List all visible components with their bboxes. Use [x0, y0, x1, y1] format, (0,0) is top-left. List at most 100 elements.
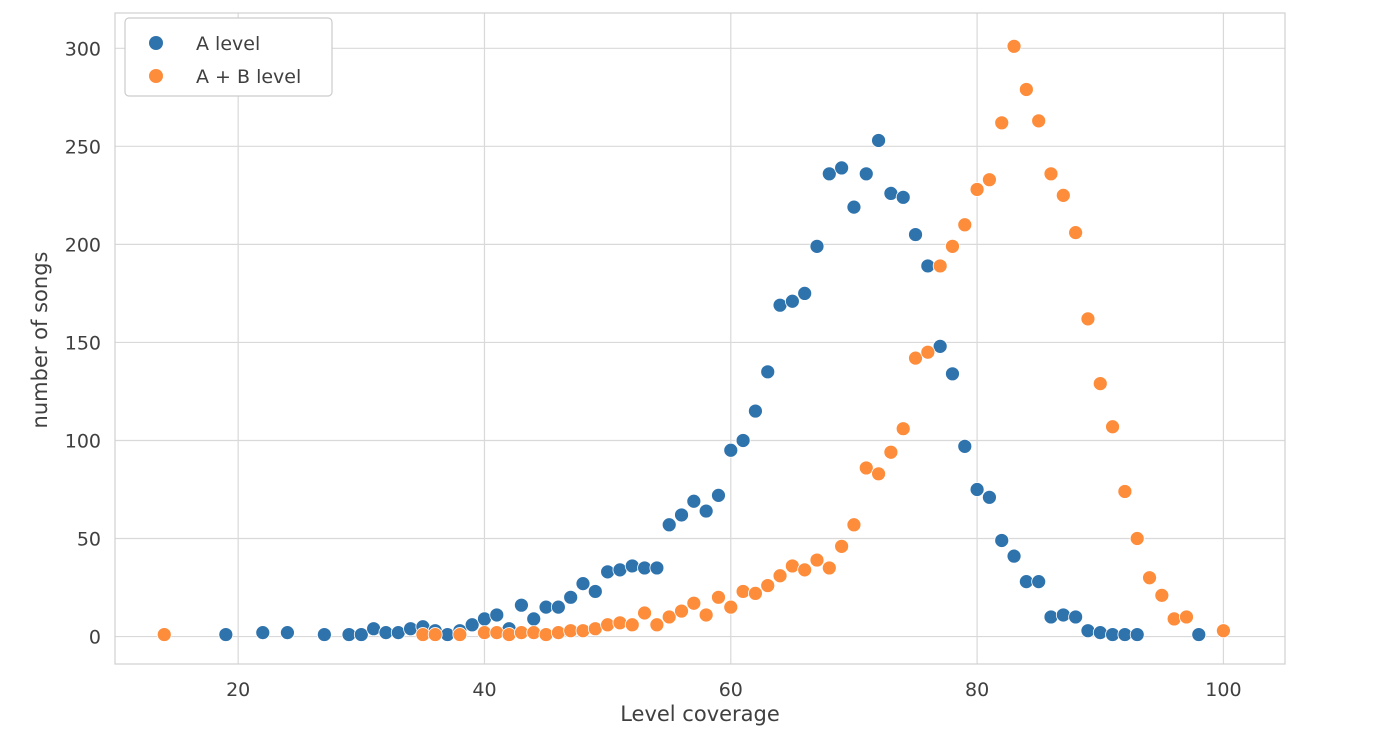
series-a-level	[218, 133, 1207, 642]
data-point	[674, 507, 689, 523]
data-point	[575, 576, 591, 592]
data-point	[821, 166, 837, 182]
data-point	[316, 627, 332, 642]
data-point	[255, 625, 271, 641]
data-point	[772, 297, 788, 313]
legend-marker-a-level	[149, 36, 163, 50]
data-point	[809, 238, 825, 254]
y-tick-label: 50	[77, 529, 101, 551]
y-axis-label: number of songs	[28, 252, 52, 429]
data-point	[994, 115, 1010, 131]
data-point	[1216, 623, 1231, 639]
data-point	[637, 605, 652, 621]
data-point	[378, 625, 394, 641]
data-point	[1043, 609, 1059, 625]
data-point	[969, 182, 985, 197]
data-point	[1092, 625, 1108, 641]
data-point	[760, 364, 776, 380]
data-point	[1031, 113, 1047, 129]
data-point	[698, 503, 714, 519]
data-point	[846, 199, 862, 215]
data-point	[1191, 627, 1207, 642]
data-point	[427, 627, 443, 642]
data-point	[526, 625, 542, 641]
data-point	[1018, 574, 1034, 590]
data-point	[1105, 419, 1120, 435]
data-point	[920, 344, 936, 360]
data-point	[526, 611, 542, 627]
data-point	[514, 625, 529, 641]
data-point	[1006, 548, 1022, 564]
x-tick-label: 100	[1205, 679, 1241, 701]
legend-label-a-level: A level	[196, 33, 260, 55]
data-point	[538, 599, 554, 615]
data-point	[1142, 570, 1157, 586]
legend-box	[124, 17, 333, 97]
data-point	[563, 623, 579, 639]
grid-lines	[115, 13, 1285, 664]
data-point	[550, 625, 566, 641]
data-point	[686, 493, 702, 509]
x-tick-label: 40	[472, 679, 496, 701]
data-point	[550, 599, 566, 615]
data-point	[735, 584, 751, 599]
y-tick-label: 250	[65, 136, 101, 158]
data-point	[797, 562, 813, 578]
data-point	[711, 487, 726, 503]
data-point	[772, 568, 788, 584]
y-tick-label: 0	[89, 627, 101, 649]
data-point	[674, 603, 689, 619]
data-point	[809, 552, 825, 568]
data-point	[784, 558, 800, 574]
data-point	[452, 627, 468, 642]
x-tick-label: 80	[965, 679, 989, 701]
data-point	[1129, 627, 1145, 642]
data-point	[1179, 609, 1194, 625]
y-tick-label: 200	[65, 234, 101, 256]
data-point	[280, 625, 295, 641]
data-point	[932, 258, 948, 274]
data-point	[932, 338, 948, 354]
data-point	[797, 286, 813, 301]
data-point	[477, 611, 492, 627]
data-point	[218, 627, 234, 642]
data-point	[871, 466, 886, 482]
data-point	[1129, 531, 1145, 546]
data-point	[477, 625, 492, 641]
data-point	[1117, 627, 1133, 642]
data-point	[403, 621, 418, 637]
data-point	[883, 185, 899, 201]
legend-marker-a-b-level	[149, 69, 163, 83]
legend-label-a-b-level: A + B level	[196, 66, 301, 88]
series-a-b-level	[156, 38, 1231, 642]
data-point	[489, 625, 505, 641]
data-point	[1117, 484, 1133, 499]
data-point	[587, 584, 603, 599]
data-point	[1105, 627, 1120, 642]
data-points	[156, 38, 1231, 642]
data-point	[748, 403, 763, 419]
data-point	[464, 617, 480, 633]
data-point	[686, 595, 702, 611]
data-point	[871, 133, 886, 148]
data-point	[612, 615, 628, 631]
data-point	[723, 599, 739, 615]
data-point	[982, 489, 997, 505]
data-point	[957, 217, 973, 233]
data-point	[895, 421, 911, 437]
data-point	[1006, 38, 1022, 54]
data-point	[415, 627, 431, 642]
data-point	[834, 160, 850, 176]
data-point	[908, 227, 923, 242]
data-point	[1154, 587, 1170, 603]
data-point	[1080, 623, 1096, 639]
y-tick-label: 300	[65, 38, 101, 60]
data-point	[994, 533, 1010, 548]
data-point	[969, 482, 985, 497]
data-point	[760, 578, 776, 593]
data-point	[501, 627, 517, 642]
data-point	[957, 438, 973, 454]
data-point	[366, 621, 382, 637]
data-point	[698, 607, 714, 623]
data-point	[661, 609, 677, 625]
